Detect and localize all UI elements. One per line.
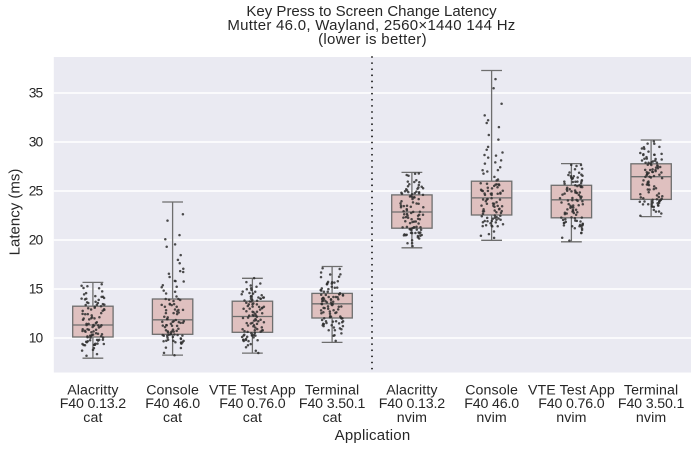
svg-text:Console: Console [465,382,518,398]
svg-text:F40 3.50.1: F40 3.50.1 [618,396,685,412]
svg-text:Console: Console [146,382,199,398]
svg-text:20: 20 [29,233,44,248]
svg-text:Terminal: Terminal [305,382,359,398]
svg-text:35: 35 [29,86,44,101]
svg-text:F40 0.76.0: F40 0.76.0 [219,396,286,412]
svg-text:Alacritty: Alacritty [386,382,438,398]
svg-text:nvim: nvim [556,410,586,426]
svg-text:F40 46.0: F40 46.0 [145,396,200,412]
svg-text:VTE Test App: VTE Test App [209,382,296,398]
svg-text:Alacritty: Alacritty [67,382,119,398]
svg-text:cat: cat [163,410,182,426]
svg-text:nvim: nvim [476,410,506,426]
svg-text:F40 0.76.0: F40 0.76.0 [538,396,605,412]
svg-text:nvim: nvim [397,410,427,426]
svg-text:15: 15 [29,282,44,297]
svg-text:F40 3.50.1: F40 3.50.1 [299,396,366,412]
svg-text:nvim: nvim [636,410,666,426]
svg-text:cat: cat [322,410,341,426]
svg-text:10: 10 [29,331,44,346]
svg-text:(lower is better): (lower is better) [318,31,427,48]
svg-text:25: 25 [29,184,44,199]
svg-text:30: 30 [29,135,44,150]
svg-text:F40 0.13.2: F40 0.13.2 [60,396,127,412]
svg-text:cat: cat [243,410,262,426]
svg-text:F40 46.0: F40 46.0 [464,396,519,412]
svg-text:Latency (ms): Latency (ms) [6,169,23,256]
svg-text:Application: Application [335,427,411,444]
svg-text:F40 0.13.2: F40 0.13.2 [379,396,446,412]
svg-text:Key Press to Screen Change Lat: Key Press to Screen Change Latency [246,3,497,20]
svg-text:Terminal: Terminal [624,382,678,398]
svg-text:VTE Test App: VTE Test App [528,382,615,398]
svg-text:Mutter 46.0, Wayland, 2560×144: Mutter 46.0, Wayland, 2560×1440 144 Hz [227,17,515,34]
svg-text:cat: cat [83,410,102,426]
